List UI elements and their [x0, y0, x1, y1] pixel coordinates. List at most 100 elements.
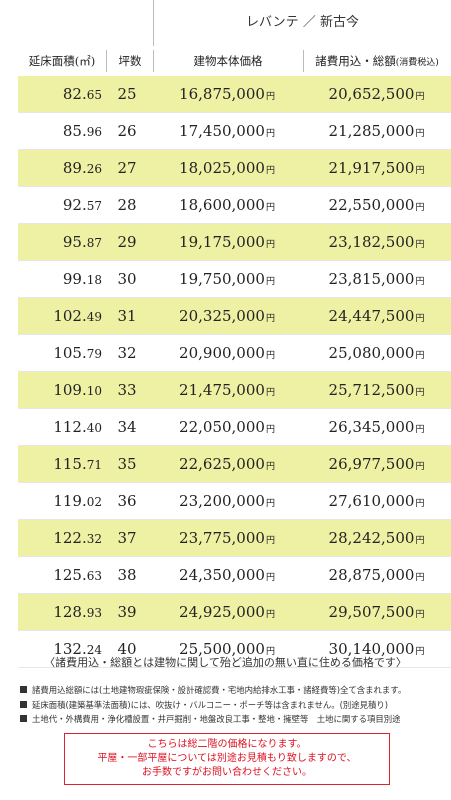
- tsubo-cell: 33: [102, 371, 152, 409]
- price-value: 24,925,000: [179, 603, 265, 621]
- price-cell: 23,200,000円: [152, 482, 302, 520]
- yen-unit: 円: [265, 92, 275, 102]
- yen-unit: 円: [415, 536, 425, 546]
- table-header: 延床面積(㎡) 坪数 建物本体価格 諸費用込・総額(消費税込): [18, 46, 451, 76]
- tsubo-cell: 38: [102, 556, 152, 594]
- total-value: 25,080,000: [328, 344, 415, 362]
- yen-unit: 円: [415, 92, 425, 102]
- yen-unit: 円: [415, 462, 425, 472]
- yen-unit: 円: [415, 240, 425, 250]
- area-cell: 112.40: [18, 408, 102, 446]
- total-cell: 25,712,500円: [302, 371, 451, 409]
- area-decimal: 71: [86, 458, 102, 472]
- yen-unit: 円: [265, 573, 275, 583]
- note-item: 土地代・外構費用・浄化槽設置・井戸掘削・地盤改良工事・整地・擁壁等 土地に関する…: [20, 712, 445, 727]
- area-decimal: 96: [86, 125, 102, 139]
- area-cell: 122.32: [18, 519, 102, 557]
- price-cell: 22,050,000円: [152, 408, 302, 446]
- square-bullet-icon: [20, 715, 27, 723]
- price-value: 23,200,000: [179, 492, 265, 510]
- table-row: 89.26 27 18,025,000円 21,917,500円: [18, 149, 451, 187]
- area-cell: 132.24: [18, 630, 102, 668]
- price-cell: 18,600,000円: [152, 186, 302, 224]
- table-row: 122.32 37 23,775,000円 28,242,500円: [18, 519, 451, 557]
- notes: 諸費用込総額には(土地建物瑕疵保険・設計確認費・宅地内給排水工事・諸経費等)全て…: [20, 683, 445, 727]
- notice-line: お手数ですがお問い合わせください。: [142, 767, 312, 778]
- area-integer: 95.: [62, 233, 87, 251]
- total-value: 20,652,500: [328, 85, 415, 103]
- yen-unit: 円: [415, 610, 425, 620]
- table-row: 85.96 26 17,450,000円 21,285,000円: [18, 112, 451, 150]
- area-cell: 92.57: [18, 186, 102, 224]
- total-value: 24,447,500: [328, 307, 415, 325]
- tsubo-cell: 37: [102, 519, 152, 557]
- yen-unit: 円: [415, 425, 425, 435]
- area-cell: 119.02: [18, 482, 102, 520]
- tsubo-cell: 30: [102, 260, 152, 298]
- price-table: 82.65 25 16,875,000円 20,652,500円 85.96 26 17,4…: [18, 76, 451, 668]
- area-decimal: 26: [86, 162, 102, 176]
- area-decimal: 02: [86, 495, 102, 509]
- price-value: 19,750,000: [179, 270, 265, 288]
- yen-unit: 円: [265, 351, 275, 361]
- price-cell: 21,475,000円: [152, 371, 302, 409]
- area-integer: 112.: [53, 418, 87, 436]
- tsubo-cell: 34: [102, 408, 152, 446]
- yen-unit: 円: [265, 129, 275, 139]
- total-cell: 26,977,500円: [302, 445, 451, 483]
- area-integer: 122.: [53, 529, 87, 547]
- total-value: 26,977,500: [328, 455, 415, 473]
- yen-unit: 円: [265, 610, 275, 620]
- area-decimal: 10: [86, 384, 102, 398]
- area-integer: 102.: [53, 307, 87, 325]
- notice-box: こちらは総二階の価格になります。 平屋・一部平屋については別途お見積もり致します…: [64, 733, 390, 785]
- area-cell: 82.65: [18, 76, 102, 113]
- price-cell: 20,900,000円: [152, 334, 302, 372]
- price-cell: 17,450,000円: [152, 112, 302, 150]
- table-row: 109.10 33 21,475,000円 25,712,500円: [18, 371, 451, 409]
- square-bullet-icon: [20, 700, 27, 708]
- total-cell: 22,550,000円: [302, 186, 451, 224]
- yen-unit: 円: [415, 314, 425, 324]
- price-value: 18,025,000: [179, 159, 265, 177]
- price-cell: 22,625,000円: [152, 445, 302, 483]
- area-cell: 125.63: [18, 556, 102, 594]
- price-cell: 19,750,000円: [152, 260, 302, 298]
- yen-unit: 円: [415, 277, 425, 287]
- yen-unit: 円: [415, 499, 425, 509]
- price-value: 20,900,000: [179, 344, 265, 362]
- tsubo-cell: 35: [102, 445, 152, 483]
- area-cell: 89.26: [18, 149, 102, 187]
- total-cell: 26,345,000円: [302, 408, 451, 446]
- area-cell: 109.10: [18, 371, 102, 409]
- tsubo-cell: 39: [102, 593, 152, 631]
- yen-unit: 円: [415, 203, 425, 213]
- total-cell: 25,080,000円: [302, 334, 451, 372]
- area-integer: 85.: [62, 122, 87, 140]
- yen-unit: 円: [265, 166, 275, 176]
- area-integer: 132.: [53, 640, 87, 658]
- yen-unit: 円: [415, 647, 425, 657]
- total-cell: 21,285,000円: [302, 112, 451, 150]
- tsubo-cell: 32: [102, 334, 152, 372]
- table-row: 132.24 40 25,500,000円 30,140,000円: [18, 630, 451, 668]
- caption: 〈諸費用込・総額とは建物に関して殆ど追加の無い直に住める価格です〉: [44, 656, 407, 669]
- total-cell: 20,652,500円: [302, 76, 451, 113]
- yen-unit: 円: [415, 166, 425, 176]
- table-row: 95.87 29 19,175,000円 23,182,500円: [18, 223, 451, 261]
- total-value: 26,345,000: [328, 418, 415, 436]
- col-header-price: 建物本体価格: [193, 54, 263, 68]
- price-value: 23,775,000: [179, 529, 265, 547]
- area-cell: 128.93: [18, 593, 102, 631]
- area-decimal: 93: [86, 606, 102, 620]
- table-row: 82.65 25 16,875,000円 20,652,500円: [18, 76, 451, 113]
- area-decimal: 49: [86, 310, 102, 324]
- area-decimal: 24: [86, 643, 102, 657]
- note-item: 延床面積(建築基準法面積)には、吹抜け・バルコニー・ポーチ等は含まれません。(別…: [20, 698, 445, 713]
- price-cell: 23,775,000円: [152, 519, 302, 557]
- price-value: 16,875,000: [179, 85, 265, 103]
- area-integer: 92.: [62, 196, 87, 214]
- table-row: 125.63 38 24,350,000円 28,875,000円: [18, 556, 451, 594]
- total-cell: 28,242,500円: [302, 519, 451, 557]
- table-row: 115.71 35 22,625,000円 26,977,500円: [18, 445, 451, 483]
